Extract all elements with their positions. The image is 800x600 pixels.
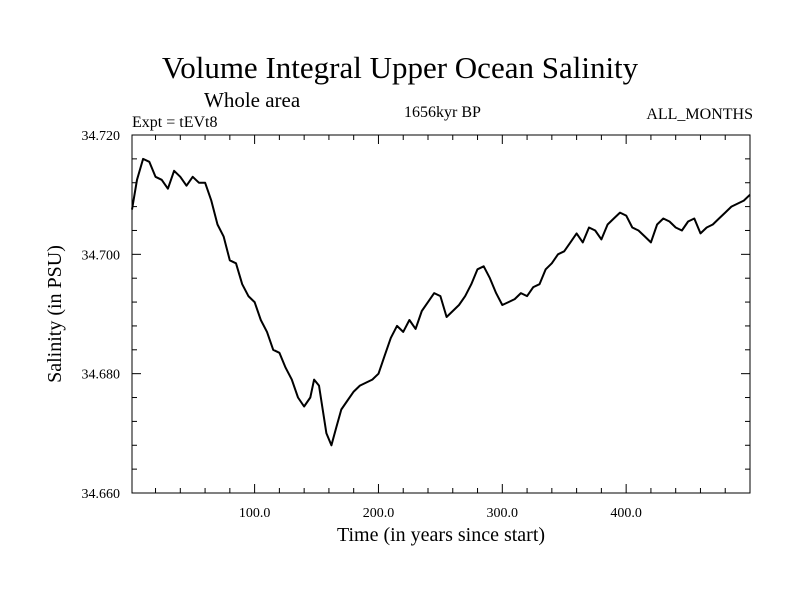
period-label: 1656kyr BP	[404, 104, 481, 121]
y-tick-label: 34.720	[82, 129, 121, 144]
y-tick-label: 34.700	[82, 248, 121, 263]
x-tick-label: 100.0	[239, 506, 271, 521]
x-axis-label: Time (in years since start)	[337, 524, 545, 546]
experiment-label: Expt = tEVt8	[132, 114, 218, 131]
y-tick-label: 34.660	[82, 487, 121, 502]
months-label: ALL_MONTHS	[646, 106, 753, 123]
y-tick-label: 34.680	[82, 368, 121, 383]
chart-title: Volume Integral Upper Ocean Salinity	[161, 50, 639, 85]
x-tick-label: 400.0	[610, 506, 642, 521]
salinity-series-line	[131, 157, 751, 447]
y-axis-label: Salinity (in PSU)	[44, 245, 66, 383]
x-tick-label: 300.0	[487, 506, 519, 521]
plot-frame	[131, 134, 751, 494]
chart-subtitle: Whole area	[204, 88, 301, 112]
axis-tick-labels: 100.0 200.0 300.0 400.0 34.660 34.680 34.700 34…	[82, 129, 642, 521]
axis-ticks	[132, 134, 750, 494]
x-tick-label: 200.0	[363, 506, 395, 521]
